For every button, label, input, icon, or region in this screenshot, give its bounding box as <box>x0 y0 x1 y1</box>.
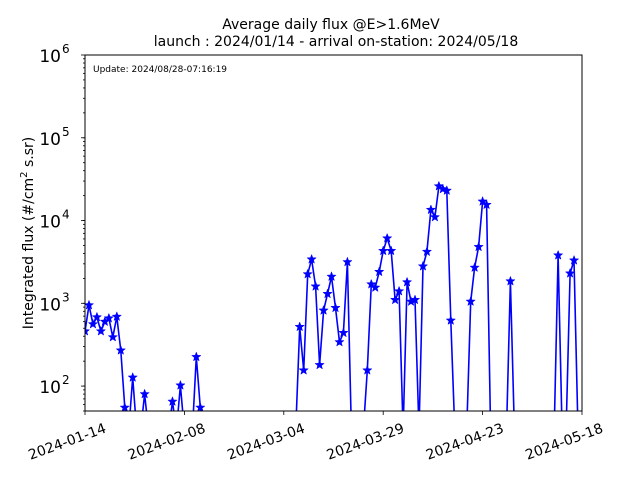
chart-title: Average daily flux @E>1.6MeV <box>222 17 440 33</box>
data-point <box>362 364 373 375</box>
data-point <box>103 312 115 323</box>
data-point <box>167 396 178 407</box>
data-point <box>326 271 337 282</box>
data-point <box>318 304 329 315</box>
data-point <box>91 311 103 322</box>
data-point <box>115 344 127 355</box>
data-point <box>469 262 480 273</box>
data-point <box>330 302 341 313</box>
data-point <box>294 321 305 332</box>
y-tick-label: 10 <box>39 378 61 398</box>
data-point <box>119 402 131 411</box>
data-point <box>429 211 441 222</box>
data-point <box>175 379 186 390</box>
data-point <box>473 241 484 252</box>
data-point <box>445 314 457 325</box>
x-tick-label: 2024-04-23 <box>424 421 506 464</box>
y-tick-exponent: 4 <box>62 208 70 222</box>
data-point <box>342 256 353 267</box>
data-point <box>302 268 313 279</box>
data-point <box>393 285 405 296</box>
data-point <box>334 336 345 347</box>
update-annotation: Update: 2024/08/28-07:16:19 <box>93 65 227 75</box>
y-tick-label: 10 <box>39 47 61 67</box>
y-tick-exponent: 6 <box>62 42 70 56</box>
data-point <box>401 276 413 287</box>
data-point <box>369 282 381 293</box>
data-point <box>306 253 317 264</box>
data-point <box>338 327 349 338</box>
x-tick-label: 2024-01-14 <box>26 421 108 464</box>
y-tick-exponent: 3 <box>62 290 70 304</box>
data-point <box>409 294 421 305</box>
data-point <box>568 254 580 265</box>
x-tick-label: 2024-05-18 <box>523 421 605 464</box>
data-point <box>310 280 321 291</box>
data-point <box>552 249 564 260</box>
plot-area <box>85 180 580 411</box>
y-tick-label: 10 <box>39 213 61 233</box>
y-tick-exponent: 5 <box>62 125 70 139</box>
data-point <box>87 318 99 329</box>
data-point <box>373 266 385 277</box>
data-point <box>111 311 123 322</box>
y-axis-label: Integrated flux (#/cm2 s.sr) <box>19 137 37 330</box>
data-point <box>139 388 150 399</box>
data-point <box>481 199 492 210</box>
y-tick-exponent: 2 <box>62 373 70 387</box>
series-line <box>85 184 579 411</box>
data-point <box>191 351 202 362</box>
data-point <box>505 275 516 286</box>
data-point <box>95 325 107 336</box>
data-point <box>381 232 393 243</box>
y-tick-label: 10 <box>39 295 61 315</box>
x-tick-label: 2024-03-29 <box>325 421 407 464</box>
x-tick-label: 2024-02-08 <box>126 421 208 464</box>
plot-frame <box>84 54 583 412</box>
data-point <box>85 325 91 336</box>
data-point <box>322 288 333 299</box>
data-point <box>441 185 453 196</box>
data-point <box>465 296 476 307</box>
y-tick-label: 10 <box>39 130 61 150</box>
chart-subtitle: launch : 2024/01/14 - arrival on-station… <box>154 34 519 50</box>
data-point <box>421 246 433 257</box>
data-point <box>298 364 309 375</box>
data-point <box>314 359 325 370</box>
data-point <box>564 267 576 278</box>
x-tick-label: 2024-03-04 <box>225 421 307 464</box>
data-point <box>107 331 119 342</box>
data-point <box>425 204 437 215</box>
data-point <box>385 245 397 256</box>
data-point <box>127 371 138 382</box>
data-point <box>417 260 429 271</box>
x-axis-ticks: 2024-01-14 2024-02-08 2024-03-04 2024-03-29… <box>26 411 605 464</box>
data-point <box>195 402 206 411</box>
data-point <box>85 299 95 310</box>
data-point <box>389 294 401 305</box>
